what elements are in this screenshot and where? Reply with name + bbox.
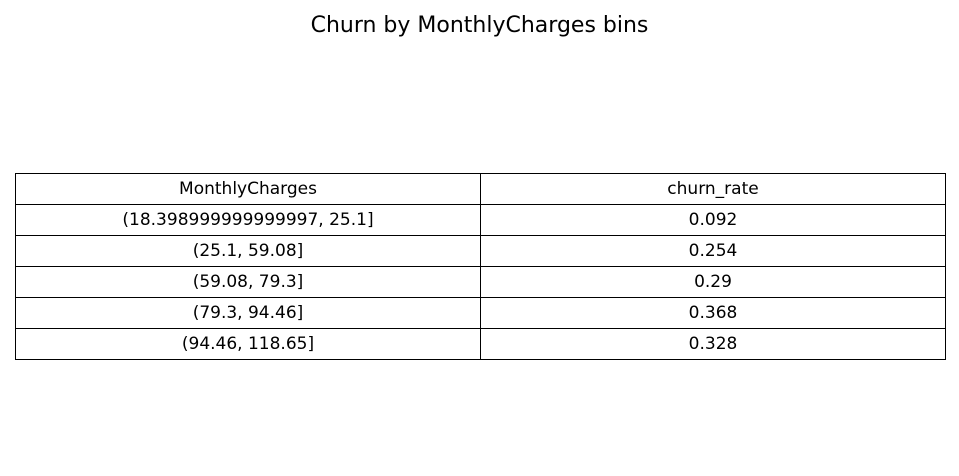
table-row: (25.1, 59.08] 0.254: [15, 235, 946, 267]
cell-churn-rate: 0.29: [480, 266, 946, 298]
column-header-churn-rate: churn_rate: [480, 173, 946, 205]
cell-monthlycharges-bin: (18.398999999999997, 25.1]: [15, 204, 481, 236]
column-header-monthlycharges: MonthlyCharges: [15, 173, 481, 205]
cell-monthlycharges-bin: (25.1, 59.08]: [15, 235, 481, 267]
table-row: (18.398999999999997, 25.1] 0.092: [15, 204, 946, 236]
table-header-row: MonthlyCharges churn_rate: [15, 173, 946, 205]
cell-monthlycharges-bin: (79.3, 94.46]: [15, 297, 481, 329]
cell-monthlycharges-bin: (94.46, 118.65]: [15, 328, 481, 360]
cell-churn-rate: 0.328: [480, 328, 946, 360]
table-row: (79.3, 94.46] 0.368: [15, 297, 946, 329]
data-table: MonthlyCharges churn_rate (18.3989999999…: [15, 173, 946, 360]
cell-monthlycharges-bin: (59.08, 79.3]: [15, 266, 481, 298]
chart-title: Churn by MonthlyCharges bins: [310, 13, 649, 38]
cell-churn-rate: 0.368: [480, 297, 946, 329]
cell-churn-rate: 0.092: [480, 204, 946, 236]
table-container: MonthlyCharges churn_rate (18.3989999999…: [15, 173, 946, 360]
table-row: (94.46, 118.65] 0.328: [15, 328, 946, 360]
table-row: (59.08, 79.3] 0.29: [15, 266, 946, 298]
cell-churn-rate: 0.254: [480, 235, 946, 267]
